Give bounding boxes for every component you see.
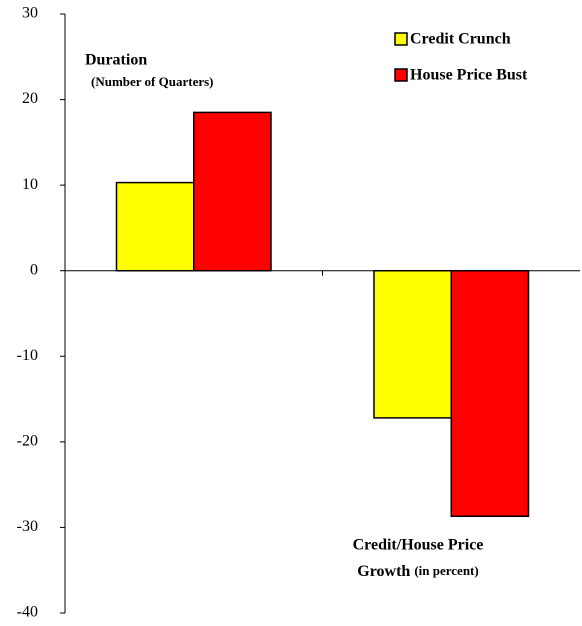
annotation: (in percent): [414, 563, 478, 578]
y-tick-label: 0: [30, 261, 38, 278]
bar: [193, 111, 272, 272]
y-tick-label: -40: [17, 604, 38, 621]
legend-swatch: [394, 68, 408, 82]
legend-swatch: [394, 32, 408, 46]
bar: [373, 269, 452, 419]
bar: [115, 181, 195, 272]
y-tick-label: 30: [22, 5, 38, 22]
y-tick-label: -20: [17, 433, 38, 450]
y-tick-label: -30: [17, 518, 38, 535]
y-tick-label: -10: [17, 347, 38, 364]
annotation: (Number of Quarters): [91, 74, 214, 89]
annotation: Growth (in percent): [357, 563, 478, 580]
annotation: Credit/House Price: [353, 537, 484, 554]
legend-label: Credit Crunch: [410, 31, 511, 48]
annotation: Growth: [357, 563, 410, 580]
legend-label: House Price Bust: [410, 67, 528, 84]
y-tick-label: 20: [22, 90, 38, 107]
bar: [450, 269, 530, 518]
y-tick-label: 10: [22, 176, 38, 193]
annotation: Duration: [85, 52, 147, 69]
